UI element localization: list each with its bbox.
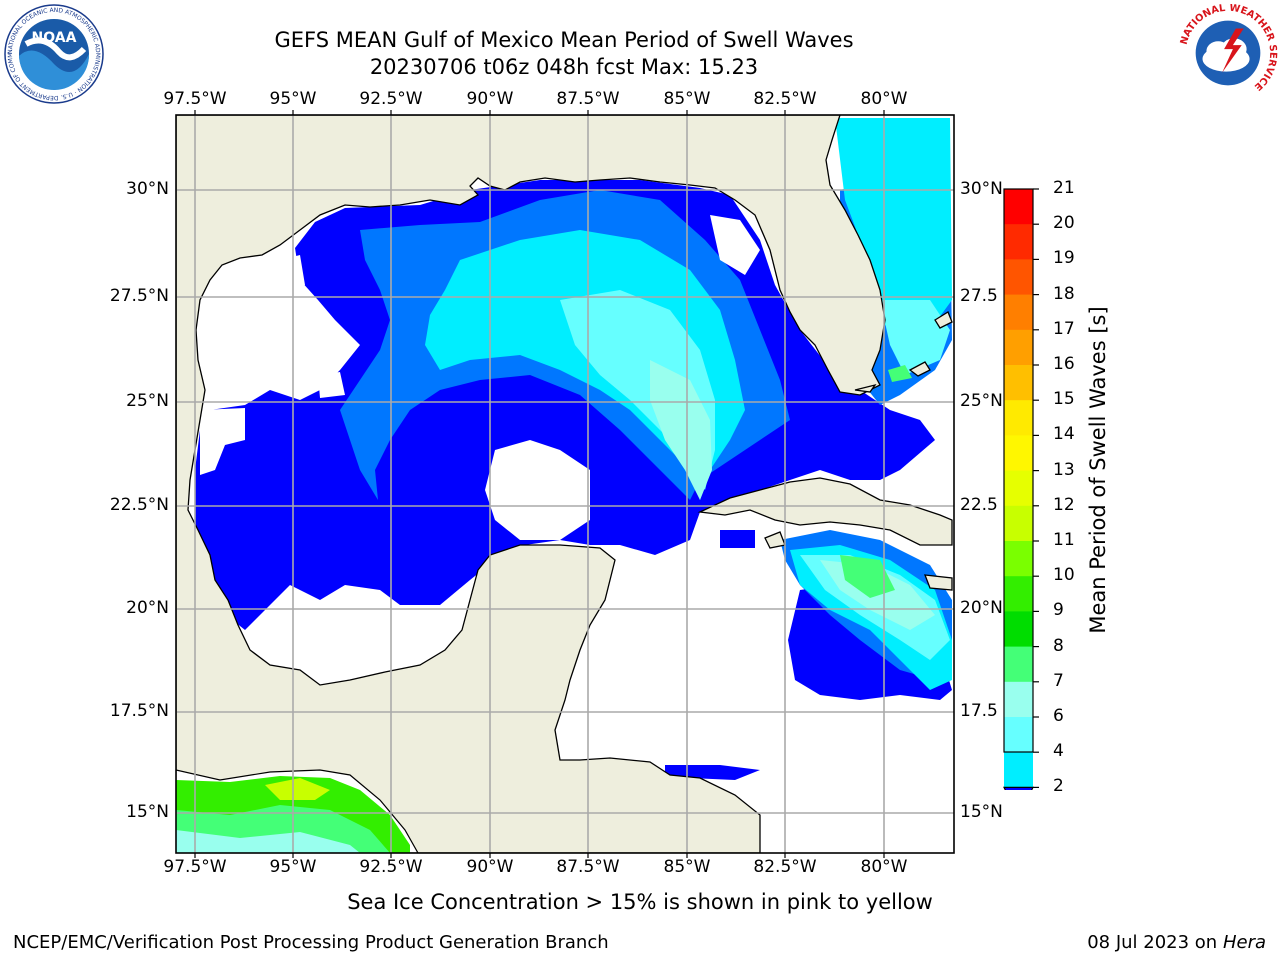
lat-label-left: 22.5°N bbox=[109, 495, 169, 515]
lon-label-bottom: 85°W bbox=[663, 857, 711, 877]
lon-label-top: 80°W bbox=[860, 89, 908, 109]
map-title: GEFS MEAN Gulf of Mexico Mean Period of … bbox=[274, 28, 854, 52]
colorbar-tick-label: 7 bbox=[1053, 670, 1064, 691]
noaa-logo: NATIONAL OCEANIC AND ATMOSPHERIC ADMINIS… bbox=[4, 4, 104, 104]
colorbar-tick-label: 2 bbox=[1053, 776, 1064, 797]
lon-label-top: 92.5°W bbox=[359, 89, 423, 109]
graticule bbox=[176, 115, 954, 853]
colorbar-tick-label: 10 bbox=[1053, 565, 1075, 586]
lat-label-left: 15°N bbox=[126, 802, 169, 822]
lat-label-right: 15°N bbox=[960, 802, 1003, 822]
lat-label-left: 27.5°N bbox=[109, 286, 169, 306]
map-subtitle: 20230706 t06z 048h fcst Max: 15.23 bbox=[369, 55, 759, 79]
colorbar-extend-arrow bbox=[1003, 786, 1034, 790]
lat-label-left: 17.5°N bbox=[109, 701, 169, 721]
lon-label-bottom: 82.5°W bbox=[753, 857, 817, 877]
colorbar-tick-label: 13 bbox=[1053, 459, 1075, 480]
lat-label-right: 17.5 bbox=[960, 701, 998, 721]
lat-label-left: 20°N bbox=[126, 598, 169, 618]
lon-label-top: 97.5°W bbox=[163, 89, 227, 109]
lon-label-top: 82.5°W bbox=[753, 89, 817, 109]
colorbar-label: Mean Period of Swell Waves [s] bbox=[1086, 306, 1110, 634]
colorbar-segment bbox=[1004, 717, 1033, 753]
colorbar-tick-label: 8 bbox=[1053, 635, 1064, 656]
lat-label-left: 30°N bbox=[126, 179, 169, 199]
colorbar-tick-label: 4 bbox=[1053, 741, 1064, 762]
nws-logo: NATIONAL WEATHER SERVICE bbox=[1179, 4, 1278, 102]
lat-label-right: 30°N bbox=[960, 179, 1003, 199]
colorbar-segment bbox=[1004, 470, 1033, 507]
tick-marks bbox=[194, 110, 885, 858]
colorbar-tick-label: 15 bbox=[1053, 389, 1075, 410]
colorbar-segment bbox=[1004, 224, 1033, 260]
lat-label-right: 20°N bbox=[960, 598, 1003, 618]
colorbar-tick-label: 20 bbox=[1053, 213, 1075, 234]
colorbar-segment bbox=[1004, 329, 1033, 366]
colorbar-segment bbox=[1004, 576, 1033, 612]
lon-label-top: 87.5°W bbox=[556, 89, 620, 109]
colorbar-tick-label: 12 bbox=[1053, 494, 1075, 515]
colorbar-segment bbox=[1004, 505, 1033, 542]
colorbar-segment bbox=[1004, 752, 1033, 788]
lon-label-bottom: 92.5°W bbox=[359, 857, 423, 877]
colorbar-segment bbox=[1004, 611, 1033, 648]
colorbar bbox=[1003, 188, 1039, 790]
lat-label-right: 27.5 bbox=[960, 286, 998, 306]
colorbar-segment bbox=[1004, 294, 1033, 331]
lat-label-left: 25°N bbox=[126, 391, 169, 411]
footer-right: 08 Jul 2023 on Hera bbox=[1087, 932, 1266, 953]
lon-label-bottom: 90°W bbox=[466, 857, 514, 877]
map-frame bbox=[175, 114, 955, 854]
footer-left: NCEP/EMC/Verification Post Processing Pr… bbox=[13, 932, 609, 953]
colorbar-segment bbox=[1004, 435, 1033, 472]
swell-period-field bbox=[195, 118, 952, 780]
lat-label-right: 22.5 bbox=[960, 495, 998, 515]
lon-label-bottom: 87.5°W bbox=[556, 857, 620, 877]
footer-date: 08 Jul 2023 on bbox=[1087, 932, 1223, 953]
colorbar-segment bbox=[1004, 681, 1033, 718]
colorbar-tick-label: 14 bbox=[1053, 424, 1075, 445]
lon-label-bottom: 97.5°W bbox=[163, 857, 227, 877]
lon-label-bottom: 80°W bbox=[860, 857, 908, 877]
colorbar-tick-label: 18 bbox=[1053, 283, 1075, 304]
colorbar-segment bbox=[1004, 189, 1033, 225]
colorbar-tick-label: 6 bbox=[1053, 706, 1064, 726]
colorbar-tick-label: 11 bbox=[1053, 530, 1075, 550]
colorbar-tick-label: 17 bbox=[1053, 318, 1075, 339]
colorbar-tick-label: 19 bbox=[1053, 248, 1075, 269]
lon-label-top: 90°W bbox=[466, 89, 514, 109]
colorbar-segment bbox=[1004, 365, 1033, 401]
lon-label-top: 85°W bbox=[663, 89, 711, 109]
lon-label-top: 95°W bbox=[269, 89, 317, 109]
noaa-logo-text: NOAA bbox=[32, 30, 77, 46]
colorbar-segment bbox=[1004, 259, 1033, 296]
colorbar-tick-label: 16 bbox=[1053, 354, 1075, 374]
sea-ice-note: Sea Ice Concentration > 15% is shown in … bbox=[347, 890, 933, 914]
colorbar-tick-label: 9 bbox=[1053, 600, 1064, 621]
colorbar-segment bbox=[1004, 400, 1033, 436]
colorbar-tick-label: 21 bbox=[1053, 178, 1075, 198]
lat-label-right: 25°N bbox=[960, 391, 1003, 411]
footer-host: Hera bbox=[1222, 932, 1266, 953]
colorbar-segment bbox=[1004, 646, 1033, 683]
colorbar-segment bbox=[1004, 541, 1033, 577]
lon-label-bottom: 95°W bbox=[269, 857, 317, 877]
